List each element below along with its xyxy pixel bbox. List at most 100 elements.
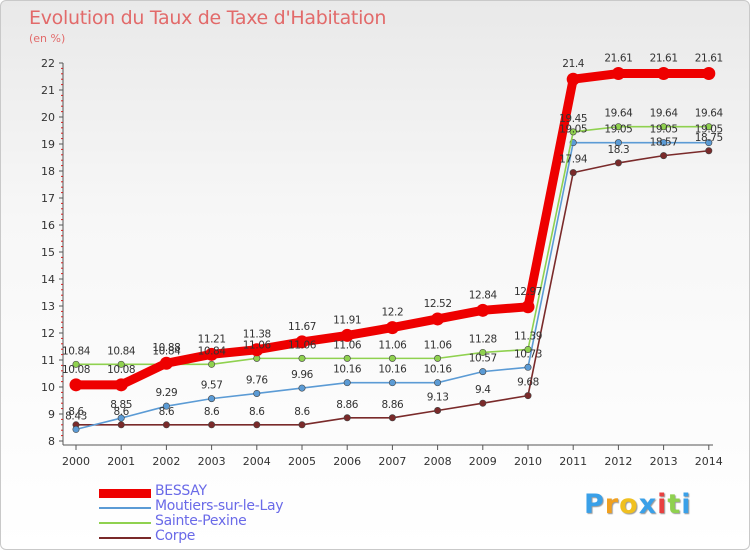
- data-label: 11.21: [198, 333, 226, 345]
- chart-title: Evolution du Taux de Taxe d'Habitation: [29, 7, 387, 29]
- data-point-0: [295, 335, 309, 349]
- data-point-3: [253, 421, 261, 429]
- data-label: 10.84: [198, 345, 227, 357]
- data-label: 19.05: [650, 124, 678, 136]
- data-point-2: [343, 354, 351, 362]
- logo-letter: x: [638, 489, 658, 520]
- legend-label: Moutiers-sur-le-Lay: [155, 498, 284, 514]
- x-tick-label: 2014: [695, 455, 723, 468]
- series-line-0: [76, 69, 709, 390]
- data-label: 10.08: [62, 364, 90, 376]
- data-label: 8.85: [110, 399, 132, 411]
- data-label: 8.6: [294, 406, 310, 418]
- y-tick-label: 15: [41, 246, 55, 259]
- data-label: 9.57: [201, 380, 223, 392]
- data-label: 19.05: [695, 124, 723, 136]
- x-tick-label: 2007: [378, 455, 406, 468]
- data-point-1: [208, 395, 216, 403]
- data-label: 11.06: [243, 339, 272, 351]
- data-point-2: [524, 345, 532, 353]
- data-point-2: [660, 123, 668, 131]
- data-point-2: [72, 360, 80, 368]
- x-tick-label: 2004: [243, 455, 271, 468]
- data-point-2: [388, 354, 396, 362]
- data-point-3: [388, 414, 396, 422]
- data-point-0: [611, 67, 625, 81]
- data-label: 8.6: [204, 406, 220, 418]
- data-label: 10.16: [378, 364, 407, 376]
- data-label: 21.61: [604, 53, 632, 65]
- proxiti-logo: Proxiti: [584, 489, 692, 520]
- data-point-3: [660, 152, 668, 160]
- x-tick-label: 2009: [469, 455, 497, 468]
- x-tick-label: 2006: [333, 455, 361, 468]
- y-tick-label: 10: [41, 381, 55, 394]
- y-tick-label: 18: [41, 165, 55, 178]
- data-point-0: [385, 321, 399, 335]
- data-point-0: [657, 67, 671, 81]
- data-label: 19.64: [604, 108, 633, 120]
- x-tick-label: 2002: [152, 455, 180, 468]
- data-point-3: [524, 392, 532, 400]
- data-point-2: [705, 123, 713, 131]
- y-tick-label: 20: [41, 111, 55, 124]
- data-point-0: [340, 328, 354, 342]
- legend-label: BESSAY: [155, 483, 207, 499]
- data-label: 10.16: [424, 364, 453, 376]
- y-tick-label: 17: [41, 192, 55, 205]
- data-point-0: [205, 347, 219, 361]
- data-point-3: [343, 414, 351, 422]
- logo-letter: r: [604, 489, 620, 520]
- data-label: 19.64: [650, 108, 679, 120]
- y-tick-label: 11: [41, 354, 55, 367]
- data-point-0: [250, 343, 264, 357]
- data-label: 11.39: [514, 330, 542, 342]
- data-label: 11.28: [469, 333, 497, 345]
- data-label: 8.6: [68, 406, 84, 418]
- data-label: 8.86: [382, 399, 404, 411]
- data-label: 9.76: [246, 374, 268, 386]
- data-label: 19.05: [604, 124, 632, 136]
- y-tick-label: 12: [41, 327, 55, 340]
- data-label: 18.75: [695, 132, 723, 144]
- x-tick-label: 2000: [62, 455, 90, 468]
- x-tick-label: 2011: [559, 455, 587, 468]
- data-label: 9.13: [427, 391, 449, 403]
- data-label: 8.6: [159, 406, 175, 418]
- data-label: 10.57: [469, 353, 497, 365]
- data-point-1: [524, 363, 532, 371]
- data-point-1: [298, 384, 306, 392]
- data-point-1: [162, 402, 170, 410]
- data-label: 11.06: [424, 339, 453, 351]
- legend-swatch: [99, 537, 151, 539]
- y-tick-label: 16: [41, 219, 55, 232]
- data-label: 9.96: [291, 369, 313, 381]
- data-label: 10.84: [152, 345, 181, 357]
- data-label: 8.43: [65, 410, 87, 422]
- legend-swatch: [99, 522, 151, 524]
- data-label: 11.06: [333, 339, 362, 351]
- data-point-3: [569, 169, 577, 177]
- data-label: 10.08: [107, 364, 135, 376]
- data-label: 10.84: [107, 345, 136, 357]
- logo-letter: i: [657, 489, 668, 520]
- logo-letter: P: [584, 489, 605, 520]
- data-point-2: [434, 354, 442, 362]
- data-label: 21.4: [562, 58, 584, 70]
- data-point-1: [343, 379, 351, 387]
- data-point-3: [614, 159, 622, 167]
- data-point-2: [117, 360, 125, 368]
- data-point-0: [476, 303, 490, 317]
- data-label: 11.67: [288, 321, 316, 333]
- data-label: 18.57: [650, 137, 678, 149]
- data-point-2: [298, 354, 306, 362]
- legend-label: Sainte-Pexine: [155, 513, 247, 529]
- data-label: 8.6: [249, 406, 265, 418]
- data-point-3: [434, 406, 442, 414]
- x-tick-label: 2012: [604, 455, 632, 468]
- data-point-0: [702, 67, 716, 81]
- data-label: 12.97: [514, 286, 542, 298]
- data-point-2: [569, 128, 577, 136]
- data-point-0: [566, 72, 580, 86]
